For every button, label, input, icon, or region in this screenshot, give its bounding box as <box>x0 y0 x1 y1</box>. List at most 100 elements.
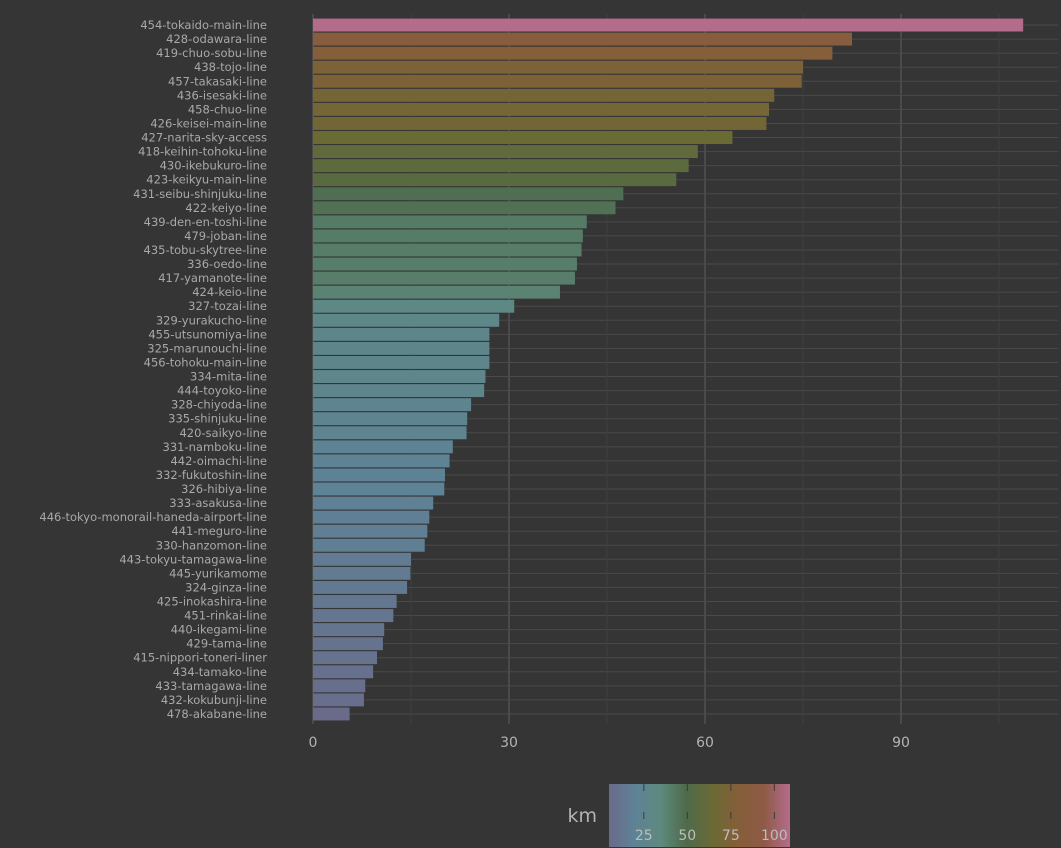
category-label: 423-keikyu-main-line <box>146 173 267 187</box>
category-label: 434-tamako-line <box>173 665 267 679</box>
category-label: 420-saikyo-line <box>179 426 267 440</box>
bar <box>313 426 467 440</box>
bar <box>313 32 852 46</box>
category-label: 479-joban-line <box>184 229 267 243</box>
category-label: 328-chiyoda-line <box>171 398 267 412</box>
bar <box>313 665 374 679</box>
category-label: 432-kokubunji-line <box>161 693 267 707</box>
category-label: 415-nippori-toneri-liner <box>133 651 267 665</box>
category-label: 435-tobu-skytree-line <box>144 243 267 257</box>
legend-colorbar <box>609 784 790 847</box>
bar <box>313 440 453 454</box>
bar <box>313 60 803 74</box>
x-tick-label: 90 <box>892 735 910 751</box>
bar <box>313 538 425 552</box>
bar <box>313 623 385 637</box>
category-label: 426-keisei-main-line <box>150 116 267 130</box>
category-label: 424-keio-line <box>192 285 267 299</box>
bar <box>313 566 411 580</box>
bar <box>313 496 434 510</box>
x-tick-label: 60 <box>696 735 714 751</box>
bar <box>313 102 770 116</box>
category-label: 422-keiyo-line <box>185 201 267 215</box>
category-label: 419-chuo-sobu-line <box>156 46 267 60</box>
category-label: 456-tohoku-main-line <box>144 355 267 369</box>
category-labels: 454-tokaido-main-line428-odawara-line419… <box>39 18 267 721</box>
category-label: 427-narita-sky-access <box>141 131 267 145</box>
bar <box>313 468 445 482</box>
bar <box>313 271 575 285</box>
category-label: 330-hanzomon-line <box>156 538 267 552</box>
bar <box>313 707 350 721</box>
category-label: 334-mita-line <box>190 370 267 384</box>
category-label: 335-shinjuku-line <box>168 412 267 426</box>
x-tick-label: 0 <box>309 735 318 751</box>
category-label: 438-tojo-line <box>194 60 267 74</box>
category-label: 429-tama-line <box>186 637 267 651</box>
legend-title: km <box>567 805 597 827</box>
bar <box>313 595 397 608</box>
legend: km 25 50 75 100 <box>567 784 790 847</box>
x-axis-ticks: 0 30 60 90 <box>309 735 910 751</box>
bar <box>313 313 500 327</box>
category-label: 441-meguro-line <box>171 524 267 538</box>
category-label: 445-yurikamome <box>169 566 267 580</box>
bar <box>313 510 430 524</box>
category-label: 336-oedo-line <box>187 257 267 271</box>
category-label: 331-namboku-line <box>163 440 267 454</box>
category-label: 451-rinkai-line <box>184 609 267 623</box>
category-label: 326-hibiya-line <box>181 482 267 496</box>
bar <box>313 454 450 468</box>
bar <box>313 370 486 383</box>
legend-tick-label: 25 <box>635 828 653 844</box>
bar <box>313 412 468 426</box>
bar <box>313 243 582 257</box>
category-label: 428-odawara-line <box>166 32 267 46</box>
bar <box>313 384 485 398</box>
category-label: 442-oimachi-line <box>170 454 267 468</box>
category-label: 332-fukutoshin-line <box>156 468 267 482</box>
bar <box>313 131 733 144</box>
bar <box>313 285 560 299</box>
bar <box>313 651 378 665</box>
category-label: 327-tozai-line <box>188 299 267 313</box>
bar <box>313 145 698 159</box>
category-label: 430-ikebukuro-line <box>160 159 267 173</box>
bar <box>313 609 394 623</box>
category-label: 443-tokyu-tamagawa-line <box>119 552 267 566</box>
category-label: 324-ginza-line <box>185 580 267 594</box>
bar <box>313 173 677 187</box>
bar <box>313 215 587 229</box>
bar <box>313 679 366 693</box>
category-label: 418-keihin-tohoku-line <box>138 145 267 159</box>
bars <box>313 18 1024 721</box>
category-label: 455-utsunomiya-line <box>148 327 267 341</box>
category-label: 439-den-en-toshi-line <box>144 215 267 229</box>
category-label: 440-ikegami-line <box>171 623 267 637</box>
legend-tick-label: 75 <box>722 828 740 844</box>
category-label: 425-inokashira-line <box>157 594 267 608</box>
category-label: 478-akabane-line <box>167 707 267 721</box>
bar <box>313 327 490 341</box>
category-label: 444-toyoko-line <box>177 384 267 398</box>
category-label: 417-yamanote-line <box>158 271 267 285</box>
bar <box>313 580 408 594</box>
bar <box>313 637 383 651</box>
bar <box>313 18 1024 32</box>
bar <box>313 159 689 173</box>
category-label: 329-yurakucho-line <box>156 313 267 327</box>
category-label: 436-isesaki-line <box>177 88 267 102</box>
bar <box>313 257 577 271</box>
bar <box>313 46 833 60</box>
bar <box>313 552 411 566</box>
category-label: 433-tamagawa-line <box>155 679 267 693</box>
bar <box>313 356 490 369</box>
x-tick-label: 30 <box>500 735 518 751</box>
bar <box>313 201 616 215</box>
bar <box>313 116 767 130</box>
bar <box>313 74 802 88</box>
bar <box>313 229 583 243</box>
bar <box>313 299 515 313</box>
bar <box>313 88 775 102</box>
